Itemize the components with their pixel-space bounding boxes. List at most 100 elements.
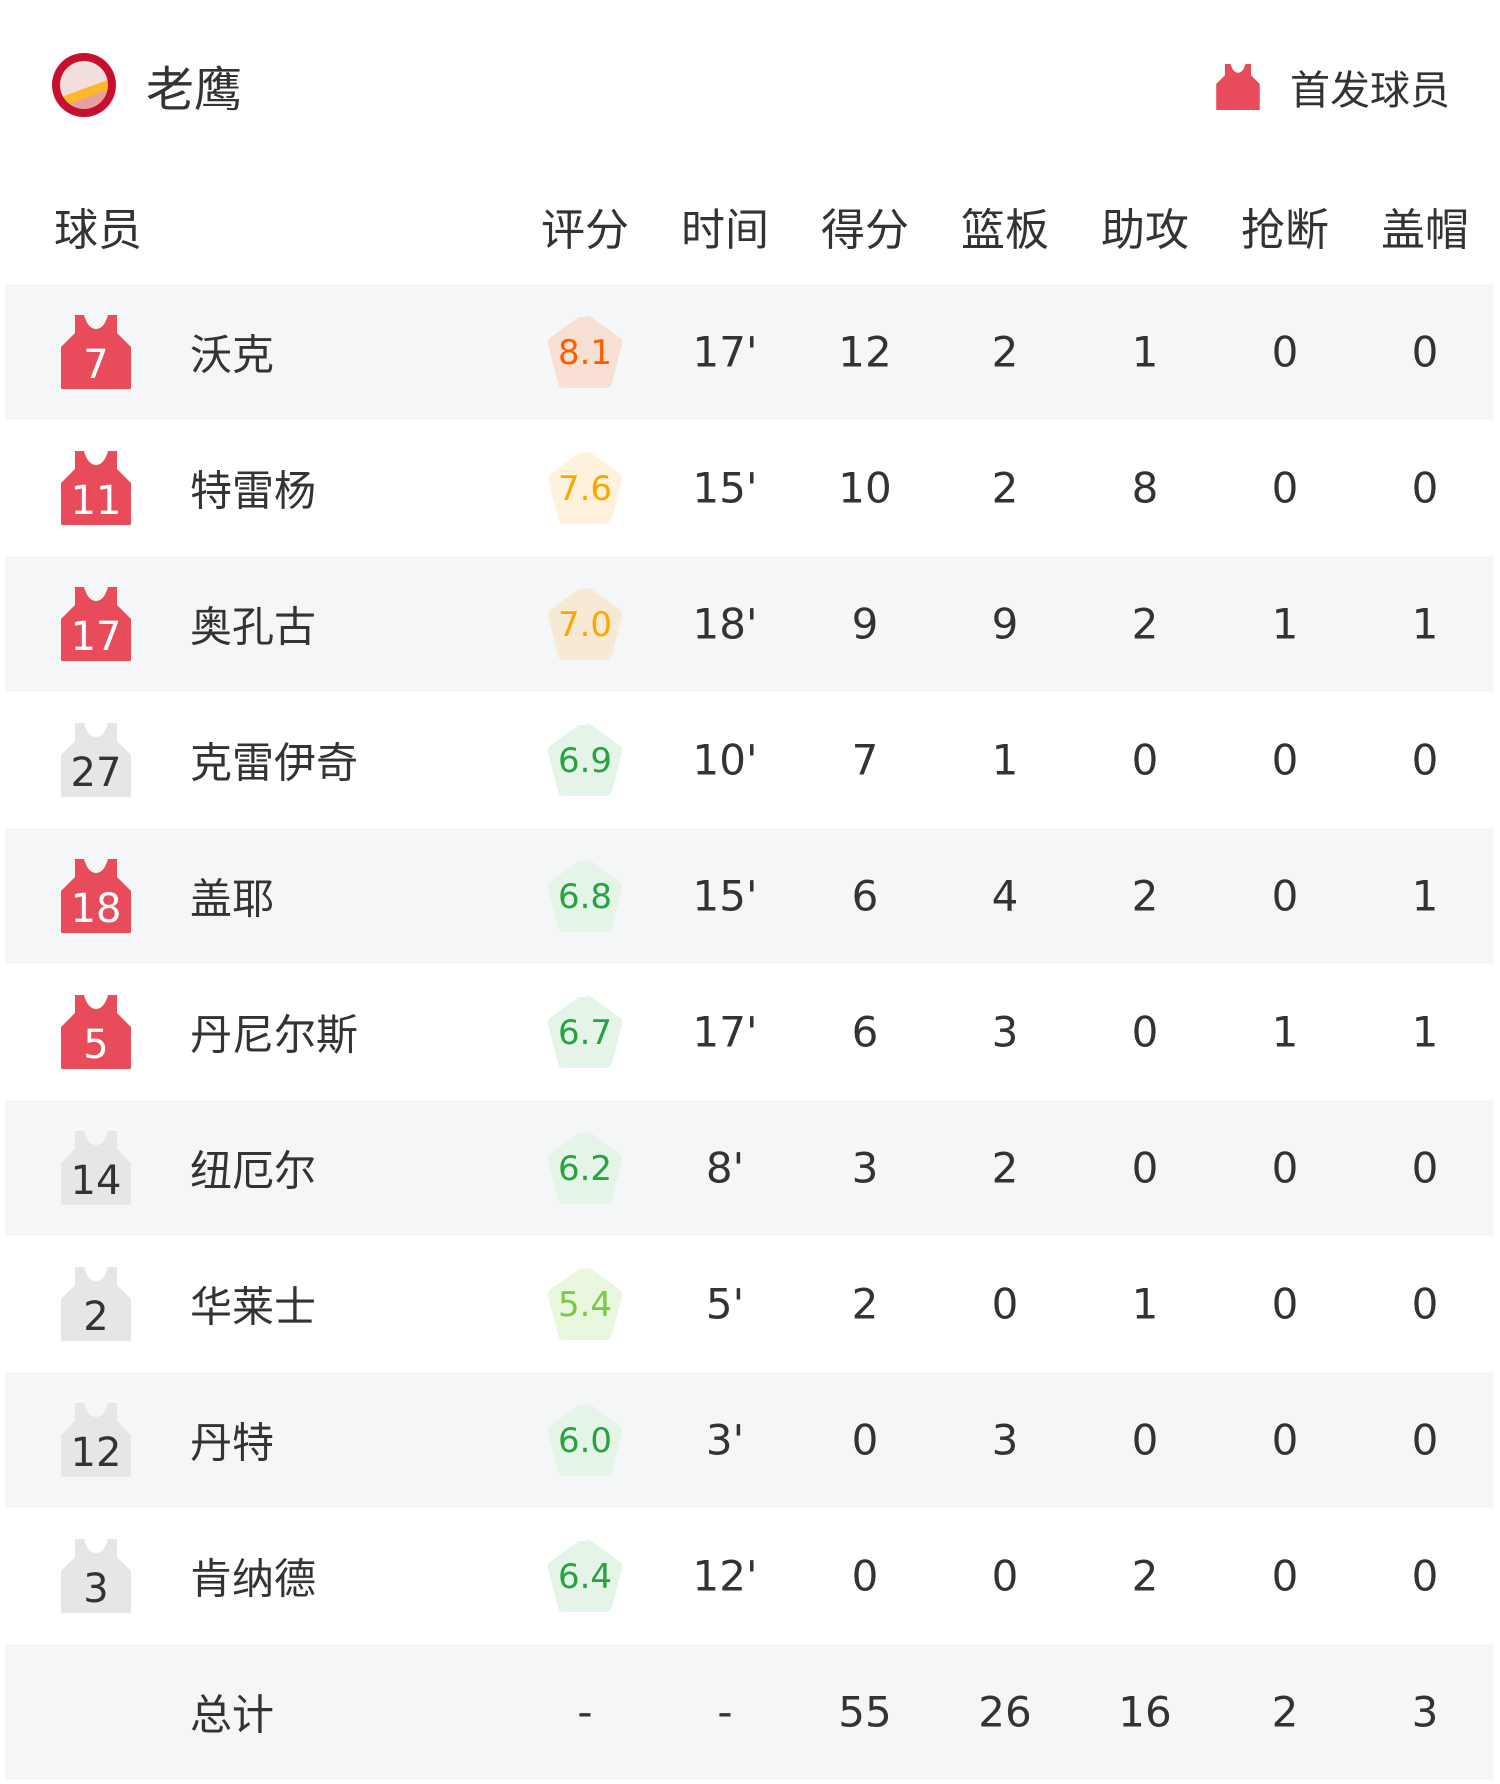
jersey-icon: 3 — [61, 1539, 131, 1613]
col-steals[interactable]: 抢断 — [1241, 205, 1329, 256]
col-blocks[interactable]: 盖帽 — [1381, 205, 1469, 256]
jersey-number: 17 — [70, 614, 122, 660]
rating-badge: 6.4 — [545, 1537, 625, 1615]
stat-stl: 1 — [1271, 1007, 1299, 1057]
player-name[interactable]: 沃克 — [190, 330, 275, 380]
table-row[interactable]: 12 丹特 6.0 3' 0 3 0 0 0 — [5, 1372, 1493, 1508]
jersey-number: 12 — [70, 1430, 122, 1476]
rating-badge: 6.8 — [545, 857, 625, 935]
stat-reb: 3 — [991, 1007, 1019, 1057]
total-pts: 55 — [838, 1687, 892, 1737]
table-row[interactable]: 2 华莱士 5.4 5' 2 0 1 0 0 — [5, 1236, 1493, 1372]
jersey-icon: 17 — [61, 587, 131, 661]
rating-badge: 6.7 — [545, 993, 625, 1071]
stat-time: 15' — [692, 871, 758, 921]
total-stl: 2 — [1271, 1687, 1299, 1737]
stat-reb: 2 — [991, 327, 1019, 377]
starter-legend: 首发球员 — [1216, 58, 1450, 116]
table-row[interactable]: 5 丹尼尔斯 6.7 17' 6 3 0 1 1 — [5, 964, 1493, 1100]
col-time[interactable]: 时间 — [681, 205, 769, 256]
stat-reb: 0 — [991, 1551, 1019, 1601]
jersey-icon: 18 — [61, 859, 131, 933]
player-name[interactable]: 特雷杨 — [190, 466, 317, 516]
stat-time: 17' — [692, 327, 758, 377]
rating-value: 6.4 — [557, 1557, 613, 1597]
col-player: 球员 — [54, 205, 142, 256]
stat-blk: 1 — [1411, 871, 1439, 921]
stat-ast: 2 — [1131, 599, 1159, 649]
totals-label: 总计 — [190, 1690, 275, 1740]
table-row[interactable]: 14 纽厄尔 6.2 8' 3 2 0 0 0 — [5, 1100, 1493, 1236]
player-name[interactable]: 纽厄尔 — [190, 1146, 317, 1196]
stat-pts: 3 — [851, 1143, 879, 1193]
rating-badge: 6.2 — [545, 1129, 625, 1207]
table-row[interactable]: 3 肯纳德 6.4 12' 0 0 2 0 0 — [5, 1508, 1493, 1644]
stat-blk: 0 — [1411, 735, 1439, 785]
rating-value: 7.6 — [557, 469, 613, 509]
stat-pts: 2 — [851, 1279, 879, 1329]
player-name[interactable]: 肯纳德 — [190, 1554, 317, 1604]
stat-stl: 0 — [1271, 1415, 1299, 1465]
stat-time: 8' — [705, 1143, 745, 1193]
jersey-number: 2 — [83, 1294, 109, 1340]
col-rebounds[interactable]: 篮板 — [961, 205, 1049, 256]
stat-ast: 0 — [1131, 735, 1159, 785]
stat-blk: 0 — [1411, 1279, 1439, 1329]
table-row[interactable]: 27 克雷伊奇 6.9 10' 7 1 0 0 0 — [5, 692, 1493, 828]
total-time: - — [717, 1687, 733, 1737]
stat-reb: 9 — [991, 599, 1019, 649]
rating-badge: 7.0 — [545, 585, 625, 663]
jersey-number: 11 — [70, 478, 122, 524]
table-row[interactable]: 11 特雷杨 7.6 15' 10 2 8 0 0 — [5, 420, 1493, 556]
player-name[interactable]: 克雷伊奇 — [190, 738, 359, 788]
stat-time: 3' — [705, 1415, 745, 1465]
rating-value: 6.2 — [557, 1149, 613, 1189]
stat-stl: 0 — [1271, 327, 1299, 377]
stat-reb: 1 — [991, 735, 1019, 785]
stat-pts: 6 — [851, 871, 879, 921]
stat-stl: 0 — [1271, 1143, 1299, 1193]
rating-value: 7.0 — [557, 605, 613, 645]
team-name: 老鹰 — [146, 62, 243, 118]
stat-blk: 1 — [1411, 1007, 1439, 1057]
col-rating[interactable]: 评分 — [541, 205, 629, 256]
rating-value: 8.1 — [557, 333, 613, 373]
stat-reb: 2 — [991, 1143, 1019, 1193]
stat-ast: 0 — [1131, 1143, 1159, 1193]
col-points[interactable]: 得分 — [821, 205, 909, 256]
legend-label: 首发球员 — [1290, 68, 1450, 114]
stat-ast: 1 — [1131, 1279, 1159, 1329]
stat-blk: 0 — [1411, 1143, 1439, 1193]
stat-ast: 0 — [1131, 1007, 1159, 1057]
stat-pts: 0 — [851, 1415, 879, 1465]
stat-stl: 0 — [1271, 1551, 1299, 1601]
hawks-logo — [52, 53, 116, 117]
table-row[interactable]: 17 奥孔古 7.0 18' 9 9 2 1 1 — [5, 556, 1493, 692]
rating-badge: 6.9 — [545, 721, 625, 799]
stat-stl: 0 — [1271, 1279, 1299, 1329]
player-name[interactable]: 华莱士 — [190, 1282, 317, 1332]
jersey-icon: 14 — [61, 1131, 131, 1205]
col-assists[interactable]: 助攻 — [1101, 205, 1189, 256]
table-row[interactable]: 7 沃克 8.1 17' 12 2 1 0 0 — [5, 284, 1493, 420]
stat-pts: 0 — [851, 1551, 879, 1601]
player-name[interactable]: 盖耶 — [190, 874, 275, 924]
jersey-number: 18 — [70, 886, 122, 932]
stat-ast: 0 — [1131, 1415, 1159, 1465]
jersey-icon: 12 — [61, 1403, 131, 1477]
stat-reb: 0 — [991, 1279, 1019, 1329]
player-name[interactable]: 丹尼尔斯 — [190, 1010, 359, 1060]
rating-value: 6.9 — [557, 741, 613, 781]
player-name[interactable]: 丹特 — [190, 1418, 275, 1468]
stat-pts: 10 — [838, 463, 892, 513]
rating-value: 6.8 — [557, 877, 613, 917]
jersey-number: 27 — [70, 750, 122, 796]
stat-reb: 2 — [991, 463, 1019, 513]
table-row[interactable]: 18 盖耶 6.8 15' 6 4 2 0 1 — [5, 828, 1493, 964]
stat-blk: 0 — [1411, 463, 1439, 513]
total-blk: 3 — [1411, 1687, 1439, 1737]
total-rating: - — [577, 1687, 593, 1737]
stat-time: 10' — [692, 735, 758, 785]
player-name[interactable]: 奥孔古 — [190, 602, 317, 652]
stat-ast: 8 — [1131, 463, 1159, 513]
